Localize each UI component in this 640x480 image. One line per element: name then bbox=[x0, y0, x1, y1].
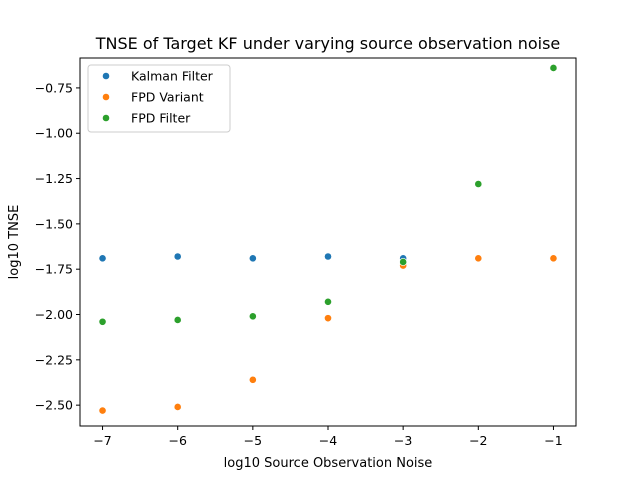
data-point-series-2 bbox=[248, 375, 257, 384]
legend: Kalman Filter FPD Variant FPD Filter bbox=[87, 64, 231, 133]
data-point-series-3 bbox=[324, 297, 332, 306]
y-tick-label: −1.00 bbox=[35, 126, 73, 141]
x-tick-label: −4 bbox=[319, 433, 337, 448]
x-tick-label: −6 bbox=[168, 433, 186, 448]
data-point-series-1 bbox=[248, 254, 257, 263]
data-point-series-1 bbox=[98, 254, 107, 263]
legend-marker bbox=[102, 93, 110, 101]
data-point-series-2 bbox=[474, 254, 483, 263]
plot-frame bbox=[79, 57, 577, 427]
legend-box bbox=[87, 64, 231, 133]
y-tick-label: −2.50 bbox=[35, 398, 73, 413]
data-point-series-1 bbox=[324, 252, 332, 261]
data-point-series-3 bbox=[98, 317, 107, 326]
legend-label: FPD Variant bbox=[131, 90, 204, 105]
legend-marker bbox=[102, 72, 110, 80]
data-point-series-3 bbox=[248, 312, 257, 321]
chart-title: TNSE of Target KF under varying source o… bbox=[95, 34, 561, 53]
data-point-series-2 bbox=[173, 403, 182, 411]
data-point-series-3 bbox=[173, 316, 182, 324]
legend-label: FPD Filter bbox=[131, 111, 191, 126]
legend-marker bbox=[102, 114, 110, 122]
y-axis-ticks: −2.50 −2.25 −2.00 −1.75 −1.50 −1.25 −1.00 −0.75 bbox=[35, 80, 80, 413]
data-point-series-1 bbox=[173, 252, 182, 261]
x-axis-label: log10 Source Observation Noise bbox=[224, 456, 433, 471]
x-tick-label: −7 bbox=[93, 433, 111, 448]
y-tick-label: −1.75 bbox=[35, 262, 73, 277]
legend-label: Kalman Filter bbox=[131, 69, 214, 84]
y-tick-label: −1.50 bbox=[35, 216, 73, 231]
y-tick-label: −2.00 bbox=[35, 307, 73, 322]
data-point-series-3 bbox=[399, 258, 408, 266]
y-tick-label: −1.25 bbox=[35, 171, 73, 186]
x-tick-label: −3 bbox=[394, 433, 412, 448]
y-tick-label: −0.75 bbox=[35, 80, 73, 95]
x-tick-label: −1 bbox=[544, 433, 562, 448]
y-axis-label: log10 TNSE bbox=[7, 205, 22, 280]
data-points bbox=[98, 64, 558, 415]
data-point-series-2 bbox=[98, 406, 107, 415]
data-point-series-2 bbox=[324, 314, 332, 323]
y-tick-label: −2.25 bbox=[35, 352, 73, 367]
data-point-series-3 bbox=[474, 180, 483, 188]
x-tick-label: −2 bbox=[469, 433, 487, 448]
x-tick-label: −5 bbox=[244, 433, 262, 448]
data-point-series-2 bbox=[549, 254, 558, 263]
data-point-series-3 bbox=[549, 64, 558, 72]
x-axis-ticks: −7 −6 −5 −4 −3 −2 −1 bbox=[93, 426, 563, 448]
